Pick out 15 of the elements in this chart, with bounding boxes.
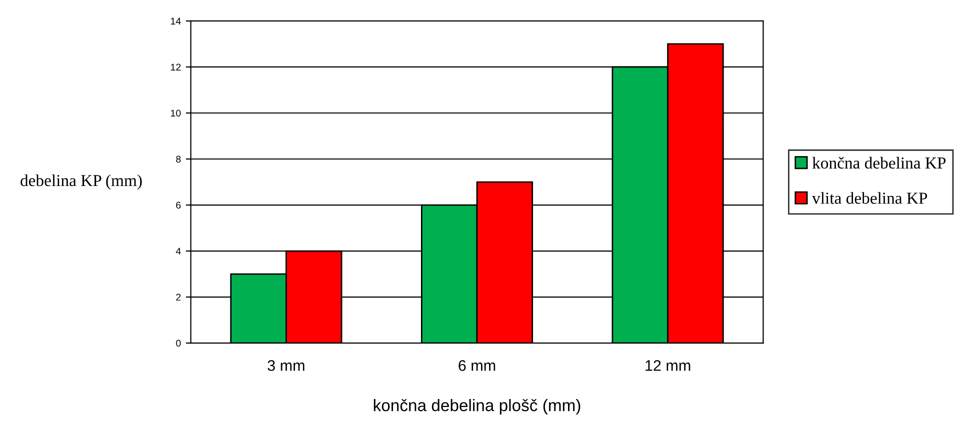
legend-label: končna debelina KP: [812, 156, 946, 169]
x-tick-label: 12 mm: [646, 360, 690, 371]
y-tick-label: 14: [171, 18, 181, 24]
y-tick-label: 10: [171, 110, 181, 117]
y-tick-label: 0: [176, 340, 181, 347]
x-tick-label: 6 mm: [458, 360, 496, 371]
x-tick-label: 3 mm: [268, 360, 304, 371]
legend-label: vlita debelina KP: [812, 192, 928, 204]
y-tick-label: 8: [176, 156, 181, 163]
y-tick-label: 2: [176, 294, 181, 301]
y-tick-label: 6: [176, 202, 181, 209]
x-axis-title: končna debelina plošč (mm): [374, 398, 580, 415]
y-tick-label: 12: [171, 64, 181, 71]
y-tick-label: 4: [176, 248, 181, 255]
y-axis-title: debelina KP (mm): [20, 174, 142, 190]
